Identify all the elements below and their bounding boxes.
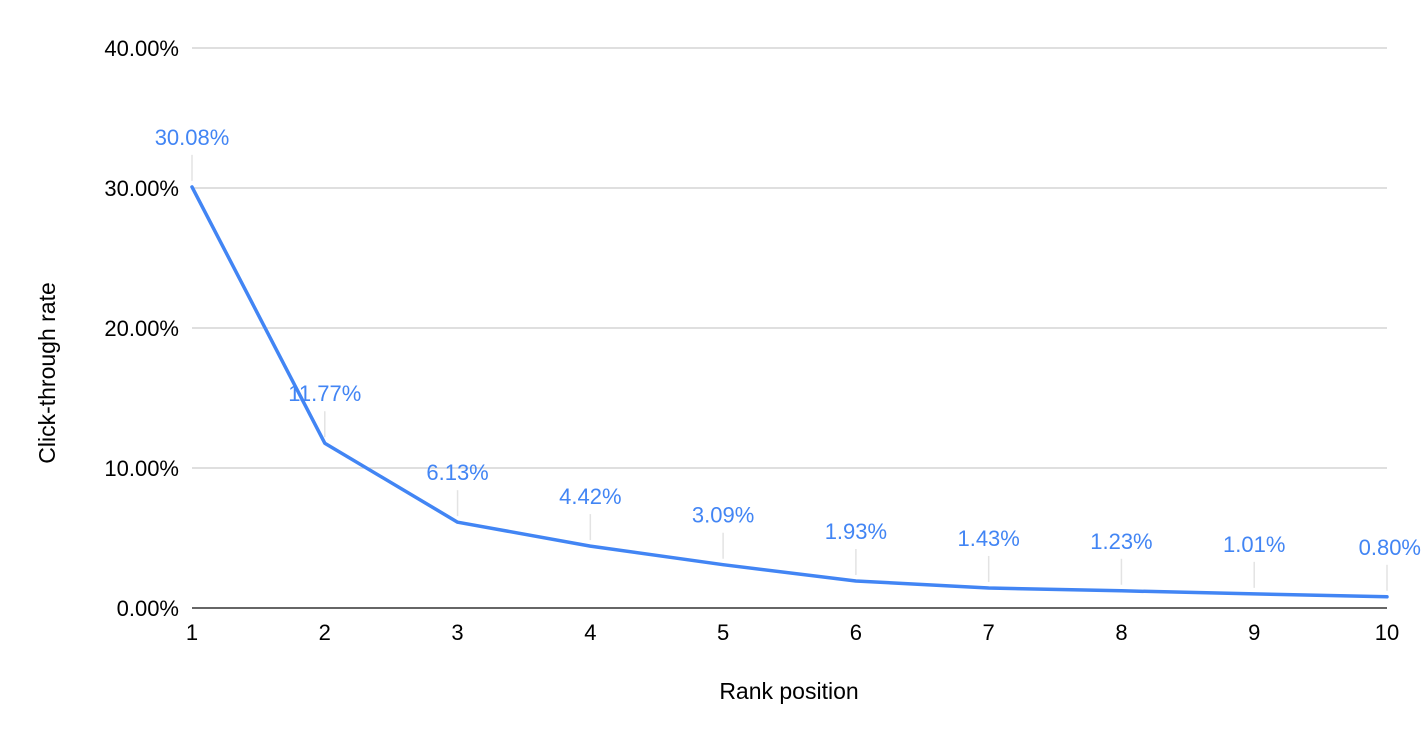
x-tick-label: 8 xyxy=(1115,620,1127,645)
x-tick-label: 1 xyxy=(186,620,198,645)
data-label: 11.77% xyxy=(288,381,361,406)
data-label: 1.23% xyxy=(1090,529,1152,554)
data-label: 0.80% xyxy=(1359,535,1421,560)
label-leaders xyxy=(191,154,1388,591)
x-axis-ticks: 1 2 3 4 5 6 7 8 9 10 xyxy=(186,620,1399,645)
x-tick-label: 10 xyxy=(1375,620,1399,645)
y-tick-label: 20.00% xyxy=(104,316,179,341)
x-tick-label: 9 xyxy=(1248,620,1260,645)
x-tick-label: 3 xyxy=(451,620,463,645)
x-axis-title: Rank position xyxy=(719,678,858,704)
y-axis-title: Click-through rate xyxy=(34,282,60,464)
y-tick-label: 40.00% xyxy=(104,36,179,61)
data-label: 3.09% xyxy=(692,503,754,528)
series-line xyxy=(190,185,1389,599)
x-tick-label: 2 xyxy=(319,620,331,645)
y-tick-label: 10.00% xyxy=(104,456,179,481)
gridlines xyxy=(192,47,1387,609)
data-label: 30.08% xyxy=(155,125,230,150)
y-tick-label: 30.00% xyxy=(104,176,179,201)
data-label: 4.42% xyxy=(559,484,621,509)
data-label: 1.93% xyxy=(825,519,887,544)
data-label: 1.43% xyxy=(957,526,1019,551)
x-tick-label: 6 xyxy=(850,620,862,645)
y-tick-label: 0.00% xyxy=(117,596,179,621)
data-label: 1.01% xyxy=(1223,532,1285,557)
y-axis-ticks: 0.00% 10.00% 20.00% 30.00% 40.00% xyxy=(104,36,179,621)
x-tick-label: 4 xyxy=(584,620,596,645)
data-labels: 30.08% 11.77% 6.13% 4.42% 3.09% 1.93% 1.43% 1.2… xyxy=(155,125,1421,560)
x-tick-label: 5 xyxy=(717,620,729,645)
data-label: 6.13% xyxy=(426,460,488,485)
series-layer xyxy=(190,185,1389,599)
x-tick-label: 7 xyxy=(983,620,995,645)
